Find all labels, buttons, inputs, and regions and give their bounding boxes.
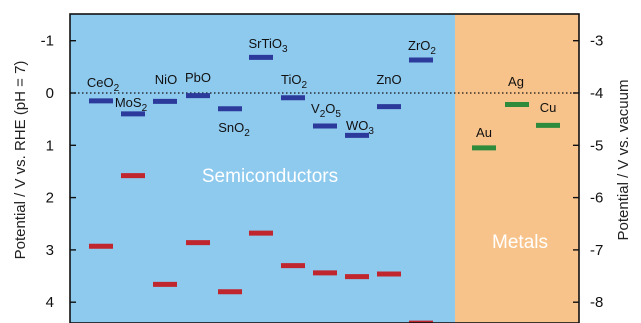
right-tick-label: -8: [590, 294, 603, 311]
material-label-zro2: ZrO2​: [408, 38, 436, 57]
material-label-nio: NiO: [155, 72, 177, 87]
left-tick-label: -1: [41, 33, 54, 50]
metal-label-au: Au: [476, 125, 492, 140]
left-tick-label: 0: [46, 85, 54, 102]
right-tick-label: -3: [590, 33, 603, 50]
material-label-tio2: TiO2​: [281, 72, 307, 91]
left-tick-label: 4: [46, 294, 54, 311]
material-label-ceo2: CeO2​: [87, 75, 120, 94]
semiconductors-region-label: Semiconductors: [202, 166, 338, 187]
right-tick-label: -5: [590, 137, 603, 154]
material-label-pbo: PbO: [185, 70, 211, 85]
left-tick-label: 1: [46, 137, 54, 154]
plot-frame: [69, 13, 580, 323]
metal-label-ag: Ag: [508, 74, 524, 89]
metals-region-label: Metals: [492, 232, 548, 253]
material-label-v2o5: V2​O5​: [311, 101, 341, 120]
metal-region: [455, 14, 579, 323]
left-tick-label: 3: [46, 242, 54, 259]
left-tick-label: 2: [46, 190, 54, 207]
material-label-srtio3: SrTiO3​: [248, 36, 287, 55]
right-axis-title: Potential / V vs. vacuum: [615, 80, 632, 241]
material-label-mos2: MoS2​: [115, 95, 148, 114]
metal-label-cu: Cu: [540, 100, 557, 115]
right-tick-label: -6: [590, 190, 603, 207]
right-tick-label: -4: [590, 85, 603, 102]
right-tick-label: -7: [590, 242, 603, 259]
material-label-sno2: SnO2​: [218, 120, 250, 139]
material-label-zno: ZnO: [376, 72, 401, 87]
material-label-wo3: WO3​: [346, 118, 374, 137]
left-axis-title: Potential / V vs. RHE (pH = 7): [12, 61, 29, 260]
